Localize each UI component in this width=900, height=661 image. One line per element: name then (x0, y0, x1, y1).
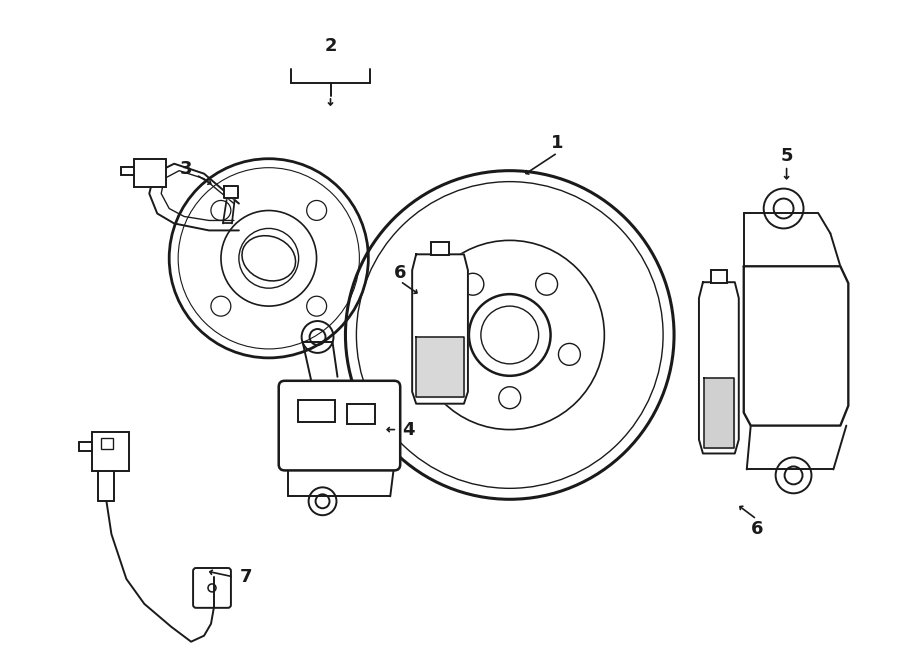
Polygon shape (743, 266, 849, 426)
Bar (431, 243, 449, 255)
Bar (711, 270, 727, 283)
Text: 7: 7 (239, 568, 252, 586)
Bar (102, 438, 113, 449)
Bar (298, 400, 336, 422)
Bar (134, 159, 166, 186)
Polygon shape (699, 282, 739, 453)
Bar (347, 404, 375, 424)
Polygon shape (416, 337, 464, 397)
Text: 2: 2 (324, 37, 337, 56)
Text: 6: 6 (751, 520, 763, 538)
Text: 4: 4 (402, 420, 414, 439)
Polygon shape (704, 378, 734, 447)
Text: 1: 1 (552, 134, 563, 152)
Bar (92, 432, 130, 471)
Polygon shape (412, 254, 468, 404)
Text: 3: 3 (180, 160, 193, 178)
Text: 6: 6 (394, 264, 407, 282)
Text: 5: 5 (780, 147, 793, 165)
Polygon shape (224, 186, 238, 198)
FancyBboxPatch shape (279, 381, 400, 471)
